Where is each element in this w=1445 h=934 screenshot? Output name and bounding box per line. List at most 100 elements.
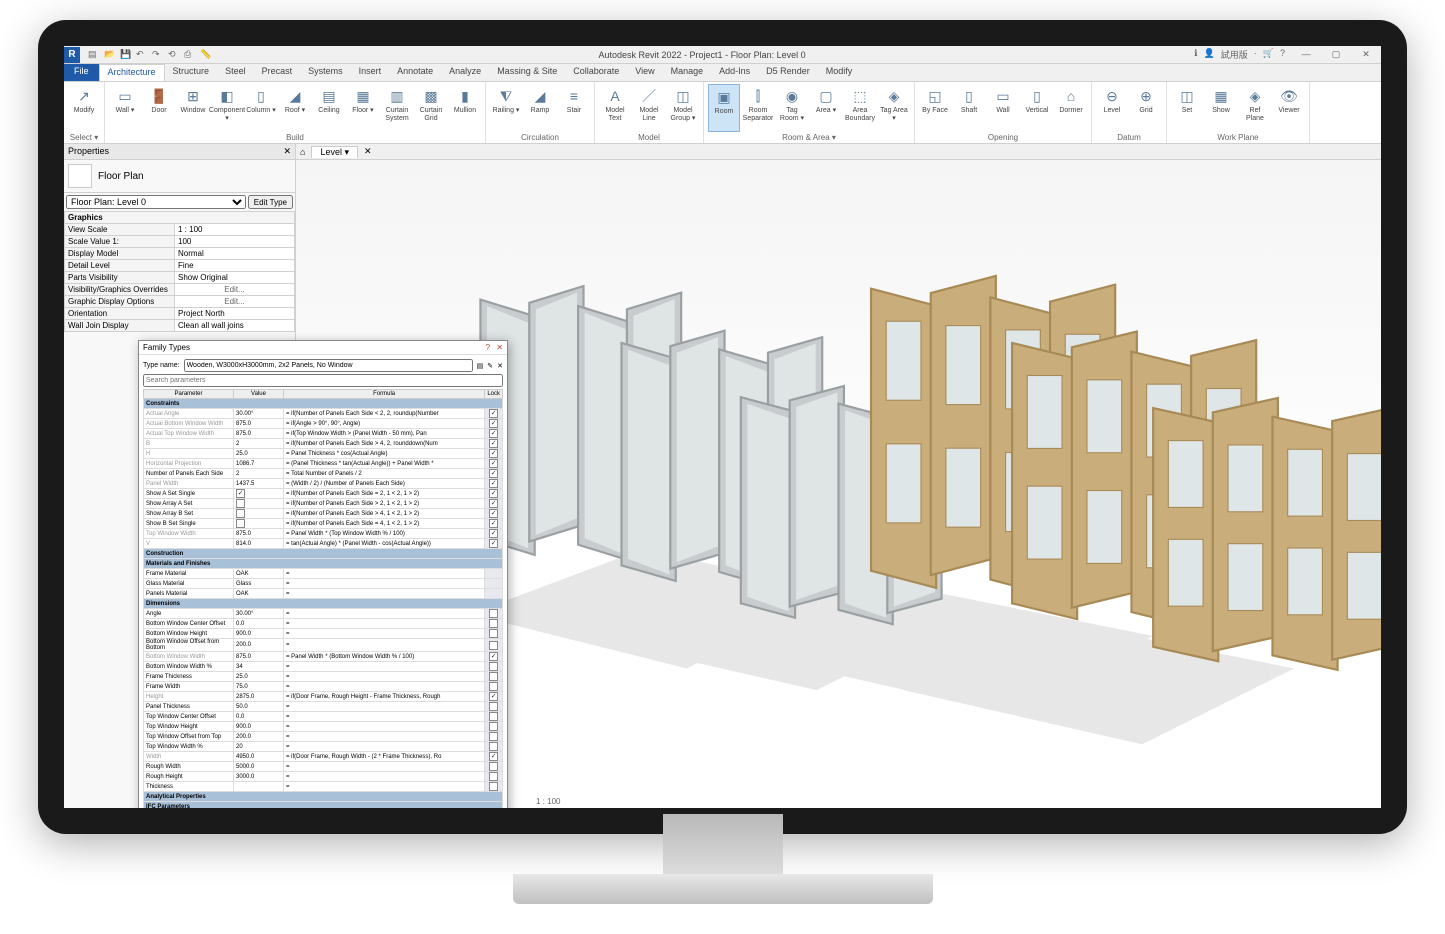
param-value[interactable]: 30.00° [234, 609, 284, 619]
ribbon-tab-add-ins[interactable]: Add-Ins [711, 64, 758, 81]
column-tool[interactable]: ▯Column ▾ [245, 84, 277, 132]
param-name[interactable]: Frame Thickness [144, 672, 234, 682]
ceiling-tool[interactable]: ▤Ceiling [313, 84, 345, 132]
param-formula[interactable]: = [284, 662, 485, 672]
param-value[interactable]: 25.0 [234, 672, 284, 682]
param-value[interactable]: 4950.0 [234, 752, 284, 762]
param-formula[interactable]: = [284, 682, 485, 692]
model-line-tool[interactable]: ／Model Line [633, 84, 665, 132]
ribbon-tab-manage[interactable]: Manage [663, 64, 712, 81]
param-section-header[interactable]: Materials and Finishes [144, 559, 503, 569]
ribbon-tab-analyze[interactable]: Analyze [441, 64, 489, 81]
maximize-button[interactable]: ▢ [1321, 49, 1351, 60]
door-tool[interactable]: 🚪Door [143, 84, 175, 132]
param-value[interactable]: 0.0 [234, 619, 284, 629]
type-rename-icon[interactable]: ✎ [487, 362, 493, 370]
param-name[interactable]: Top Window Width % [144, 742, 234, 752]
ribbon-tab-collaborate[interactable]: Collaborate [565, 64, 627, 81]
ribbon-tab-view[interactable]: View [627, 64, 662, 81]
show-tool[interactable]: ▦Show [1205, 84, 1237, 132]
property-value[interactable]: 100 [175, 236, 295, 248]
param-value[interactable]: 2875.0 [234, 692, 284, 702]
param-formula[interactable]: = if(Number of Panels Each Side < 2, 2, … [284, 409, 485, 419]
param-value[interactable]: 25.0 [234, 449, 284, 459]
param-value[interactable]: 200.0 [234, 732, 284, 742]
param-lock[interactable] [485, 519, 503, 529]
qat-undo-icon[interactable]: ↶ [136, 49, 148, 61]
param-name[interactable]: Actual Top Window Width [144, 429, 234, 439]
param-name[interactable]: V [144, 539, 234, 549]
param-lock[interactable] [485, 762, 503, 772]
type-delete-icon[interactable]: ✕ [497, 362, 503, 370]
viewer-tool[interactable]: 👁Viewer [1273, 84, 1305, 132]
param-formula[interactable]: = if(Number of Panels Each Side > 4, 1 <… [284, 509, 485, 519]
property-value[interactable]: Clean all wall joins [175, 320, 295, 332]
param-lock[interactable] [485, 499, 503, 509]
param-formula[interactable]: = if(Number of Panels Each Side > 4, 2, … [284, 439, 485, 449]
tag-area-tool[interactable]: ◈Tag Area ▾ [878, 84, 910, 132]
qat-sync-icon[interactable]: ⟲ [168, 49, 180, 61]
type-new-icon[interactable]: ▤ [477, 362, 484, 370]
param-lock[interactable] [485, 692, 503, 702]
shaft-tool[interactable]: ▯Shaft [953, 84, 985, 132]
ribbon-tab-steel[interactable]: Steel [217, 64, 254, 81]
param-value[interactable]: 5000.0 [234, 762, 284, 772]
help-icon[interactable]: ? [1280, 48, 1285, 61]
param-value[interactable]: 875.0 [234, 419, 284, 429]
param-name[interactable]: Top Window Width [144, 529, 234, 539]
param-lock[interactable] [485, 609, 503, 619]
param-name[interactable]: Top Window Center Offset [144, 712, 234, 722]
type-selector-dropdown[interactable]: Floor Plan: Level 0 [66, 195, 246, 209]
param-value[interactable]: 2 [234, 439, 284, 449]
param-formula[interactable]: = [284, 722, 485, 732]
param-lock[interactable] [485, 489, 503, 499]
param-value[interactable]: 1086.7 [234, 459, 284, 469]
param-value[interactable]: 1437.5 [234, 479, 284, 489]
param-lock[interactable] [485, 712, 503, 722]
param-value[interactable]: 2 [234, 469, 284, 479]
qat-open-icon[interactable]: 📂 [104, 49, 116, 61]
area-boundary-tool[interactable]: ⬚Area Boundary [844, 84, 876, 132]
view-tab-level[interactable]: Level ▾ [311, 146, 358, 158]
param-section-header[interactable]: IFC Parameters [144, 802, 503, 809]
param-formula[interactable]: = if(Top Window Width > (Panel Width - 5… [284, 429, 485, 439]
param-section-header[interactable]: Analytical Properties [144, 792, 503, 802]
param-lock[interactable] [485, 629, 503, 639]
close-button[interactable]: ✕ [1351, 49, 1381, 60]
param-value[interactable] [234, 509, 284, 519]
param-name[interactable]: Bottom Window Width % [144, 662, 234, 672]
param-name[interactable]: Rough Width [144, 762, 234, 772]
property-value[interactable]: Fine [175, 260, 295, 272]
param-value[interactable]: 875.0 [234, 529, 284, 539]
param-section-header[interactable]: Construction [144, 549, 503, 559]
ribbon-tab-annotate[interactable]: Annotate [389, 64, 441, 81]
param-formula[interactable]: = [284, 732, 485, 742]
curtain-grid-tool[interactable]: ▩Curtain Grid [415, 84, 447, 132]
type-name-input[interactable] [184, 359, 473, 372]
param-name[interactable]: H [144, 449, 234, 459]
param-formula[interactable]: = if(Number of Panels Each Side = 4, 1 <… [284, 519, 485, 529]
qat-save-icon[interactable]: 💾 [120, 49, 132, 61]
room-tool[interactable]: ▣Room [708, 84, 740, 132]
param-value[interactable]: 50.0 [234, 702, 284, 712]
ribbon-tab-structure[interactable]: Structure [165, 64, 218, 81]
param-lock[interactable] [485, 469, 503, 479]
param-formula[interactable]: = Panel Width * (Bottom Window Width % /… [284, 652, 485, 662]
by-face-tool[interactable]: ◱By Face [919, 84, 951, 132]
property-value[interactable]: 1 : 100 [175, 224, 295, 236]
param-name[interactable]: Bottom Window Offset from Bottom [144, 639, 234, 652]
param-value[interactable]: 75.0 [234, 682, 284, 692]
param-lock[interactable] [485, 429, 503, 439]
floor-tool[interactable]: ▦Floor ▾ [347, 84, 379, 132]
qat-print-icon[interactable]: ⎙ [184, 49, 196, 61]
set-tool[interactable]: ◫Set [1171, 84, 1203, 132]
param-name[interactable]: Top Window Height [144, 722, 234, 732]
vertical-tool[interactable]: ▯Vertical [1021, 84, 1053, 132]
qat-redo-icon[interactable]: ↷ [152, 49, 164, 61]
param-column-header[interactable]: Formula [284, 390, 485, 399]
param-name[interactable]: Glass Material [144, 579, 234, 589]
property-section-header[interactable]: Graphics [65, 212, 295, 224]
param-name[interactable]: Show B Set Single [144, 519, 234, 529]
param-value[interactable] [234, 782, 284, 792]
param-name[interactable]: Panel Width [144, 479, 234, 489]
